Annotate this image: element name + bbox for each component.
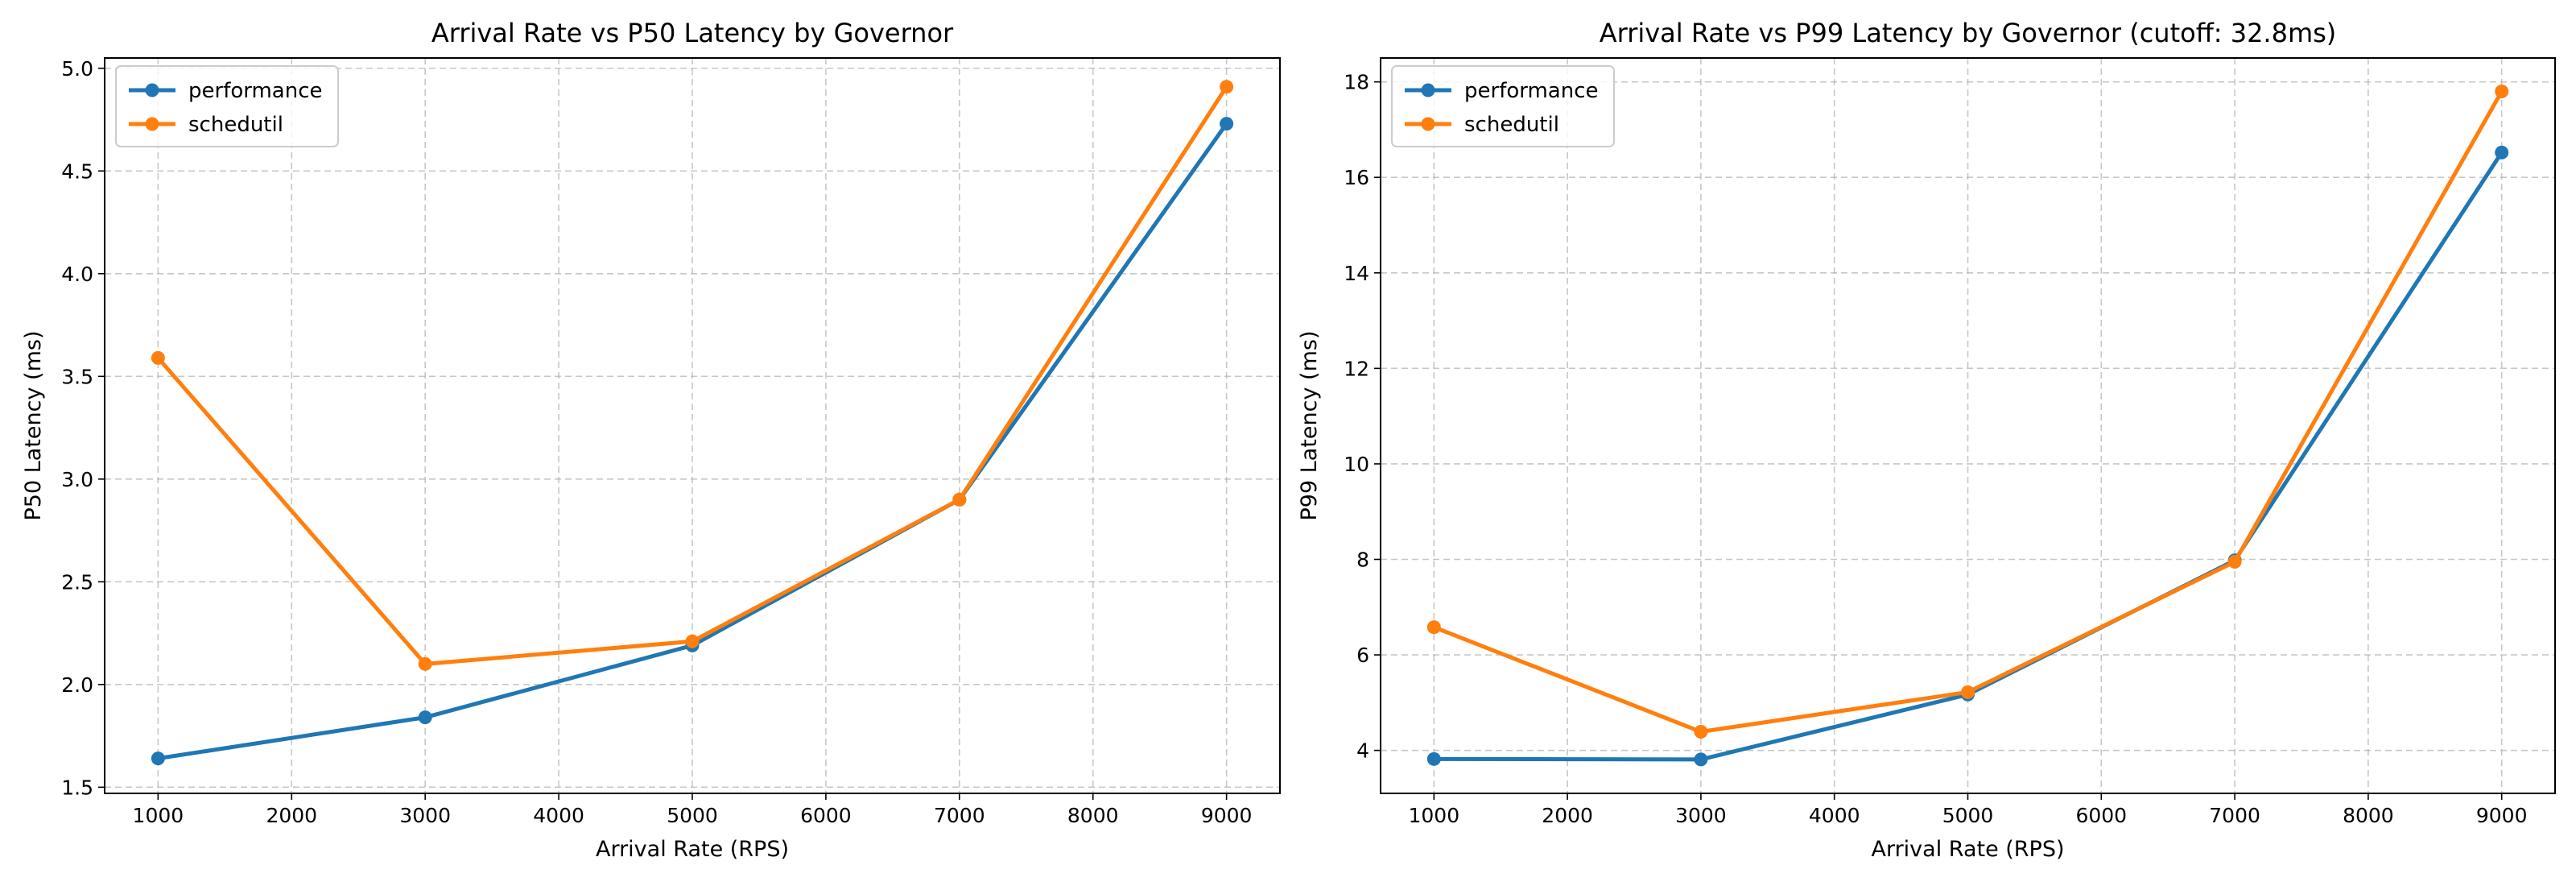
legend-marker-schedutil: [145, 117, 159, 131]
data-point-performance: [1426, 751, 1441, 766]
data-point-schedutil: [685, 634, 700, 648]
data-point-performance: [1220, 117, 1234, 131]
x-tick-label: 6000: [2075, 804, 2127, 827]
data-point-schedutil: [1220, 80, 1234, 94]
x-tick-label: 3000: [399, 804, 451, 827]
y-axis: 4 6 8 10 12 14 16 18: [1344, 71, 1381, 763]
legend-marker-schedutil: [1421, 117, 1435, 131]
chart-title: Arrival Rate vs P99 Latency by Governor …: [1600, 18, 2337, 48]
plot-area: [1380, 57, 2556, 794]
x-tick-label: 2000: [266, 804, 317, 827]
data-point-schedutil: [952, 492, 967, 507]
y-tick-label: 4.5: [61, 159, 93, 183]
legend-label-performance: performance: [1464, 79, 1599, 103]
data-point-schedutil: [1694, 725, 1708, 739]
y-tick-label: 3.0: [61, 468, 93, 491]
plot-area: [104, 57, 1281, 794]
y-axis-label: P99 Latency (ms): [1297, 331, 1322, 521]
x-tick-label: 5000: [667, 804, 718, 827]
legend-box: [115, 65, 339, 147]
y-tick-label: 14: [1344, 262, 1369, 285]
x-axis: 1000 2000 3000 4000 5000 6000 7000 8000 9000: [1409, 793, 2528, 827]
x-tick-label: 9000: [1201, 804, 1253, 827]
x-axis-label: Arrival Rate (RPS): [1871, 837, 2064, 862]
x-tick-label: 9000: [2476, 804, 2528, 827]
y-tick-label: 12: [1344, 357, 1369, 380]
p50-latency-chart: 1000 2000 3000 4000 5000 6000 7000 8000 9000 1.5 2…: [21, 18, 1281, 862]
x-axis-label: Arrival Rate (RPS): [596, 837, 789, 862]
x-tick-label: 7000: [934, 804, 985, 827]
legend-marker-performance: [145, 83, 159, 97]
legend-marker-performance: [1421, 83, 1435, 97]
y-tick-label: 10: [1344, 453, 1369, 476]
x-tick-label: 6000: [800, 804, 852, 827]
legend-label-schedutil: schedutil: [1464, 113, 1559, 137]
y-tick-label: 4: [1356, 739, 1369, 763]
y-axis-label: P50 Latency (ms): [21, 331, 46, 521]
y-tick-label: 2.5: [61, 570, 93, 594]
data-point-performance: [151, 751, 165, 766]
grid-lines: [1381, 58, 2555, 793]
grid-lines: [105, 58, 1280, 793]
data-point-schedutil: [1961, 685, 1975, 699]
x-tick-label: 4000: [533, 804, 584, 827]
data-point-schedutil: [151, 350, 165, 365]
series-schedutil: [1426, 85, 2509, 739]
legend-label-schedutil: schedutil: [188, 113, 283, 137]
y-tick-label: 16: [1344, 166, 1369, 189]
x-tick-label: 8000: [2343, 804, 2394, 827]
x-tick-label: 7000: [2209, 804, 2260, 827]
y-tick-label: 4.0: [61, 263, 93, 286]
chart-title: Arrival Rate vs P50 Latency by Governor: [431, 18, 954, 48]
y-tick-label: 3.5: [61, 365, 93, 388]
x-tick-label: 3000: [1675, 804, 1727, 827]
x-tick-label: 2000: [1542, 804, 1593, 827]
legend: performance schedutil: [1391, 65, 1615, 147]
y-axis: 1.5 2.0 2.5 3.0 3.5 4.0 4.5 5.0: [61, 57, 105, 799]
legend: performance schedutil: [115, 65, 339, 147]
y-tick-label: 1.5: [61, 776, 93, 799]
y-tick-label: 2.0: [61, 673, 93, 697]
data-point-schedutil: [418, 656, 432, 671]
x-tick-label: 1000: [1409, 804, 1460, 827]
y-tick-label: 8: [1356, 549, 1369, 572]
y-tick-label: 5.0: [61, 57, 93, 81]
p99-latency-chart: 1000 2000 3000 4000 5000 6000 7000 8000 9000 4 6 8 1…: [1297, 18, 2556, 862]
x-tick-label: 8000: [1067, 804, 1119, 827]
x-tick-label: 4000: [1809, 804, 1860, 827]
y-tick-label: 6: [1356, 644, 1369, 667]
x-tick-label: 1000: [133, 804, 184, 827]
data-point-performance: [418, 710, 432, 725]
data-point-performance: [1694, 752, 1708, 767]
series-schedutil: [151, 80, 1234, 671]
data-point-schedutil: [2495, 85, 2509, 98]
x-tick-label: 5000: [1942, 804, 1994, 827]
data-point-schedutil: [1426, 620, 1441, 635]
y-tick-label: 18: [1344, 71, 1369, 94]
x-axis: 1000 2000 3000 4000 5000 6000 7000 8000 9000: [133, 793, 1253, 827]
data-point-performance: [2495, 145, 2509, 159]
legend-box: [1391, 65, 1615, 147]
legend-label-performance: performance: [188, 79, 323, 103]
data-point-schedutil: [2227, 554, 2242, 569]
